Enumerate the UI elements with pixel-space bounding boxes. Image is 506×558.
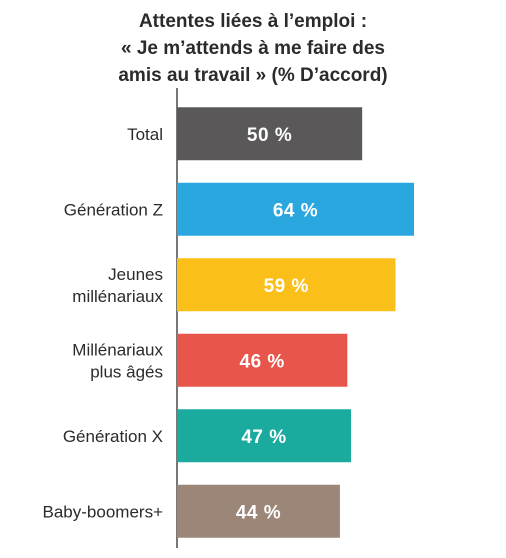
chart-title-line-1: Attentes liées à l’emploi : [138,11,368,32]
chart-title: Attentes liées à l’emploi : « Je m’atten… [0,8,506,89]
category-label-1-0: Génération Z [64,200,163,219]
category-label-3-0: Millénariaux [72,340,163,359]
bar-5 [177,484,340,538]
bar-value-label-0: 50 % [247,125,292,146]
category-label-2-1: millénariaux [72,287,163,306]
category-label-4-0: Génération X [63,427,163,446]
chart-title-line-2: « Je m’attends à me faire des [120,38,385,59]
bar-2 [177,258,396,312]
bar-value-label-1: 64 % [273,200,318,221]
category-label-3-1: plus âgés [90,362,163,381]
bar-1 [177,182,414,236]
category-label-2-0: Jeunes [108,265,163,284]
bar-value-label-4: 47 % [241,427,286,448]
bar-value-label-2: 59 % [264,276,309,297]
bar-value-label-5: 44 % [236,502,281,523]
bar-3 [177,333,348,387]
bar-4 [177,409,352,463]
category-label-0-0: Total [127,125,163,144]
category-label-5-0: Baby-boomers+ [43,502,164,521]
chart-title-line-3: amis au travail » (% D’accord) [118,65,388,86]
bar-value-label-3: 46 % [240,351,285,372]
bar-0 [177,107,363,161]
